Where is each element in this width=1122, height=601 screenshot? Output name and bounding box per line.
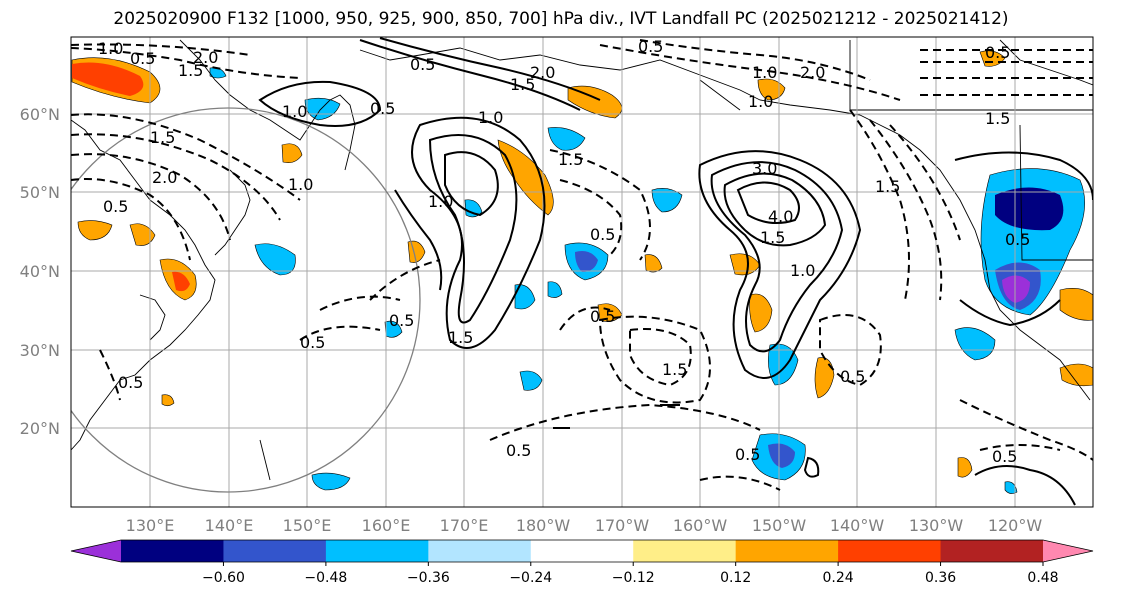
colorbar-tick-label: 0.12 [720, 570, 751, 586]
lon-label: 130°E [126, 516, 175, 535]
colorbar-tick-label: 0.48 [1027, 570, 1058, 586]
contour-label: 2.0 [193, 48, 218, 67]
contour-label: 4.0 [768, 207, 793, 226]
colorbar-tick-label: −0.48 [304, 570, 347, 586]
contour-label: 1.5 [178, 61, 203, 80]
contour-label: 1.5 [760, 228, 785, 247]
contour-label: 1.0 [790, 261, 815, 280]
gridlines [71, 37, 1093, 507]
colorbar: −0.60 −0.48 −0.36 −0.24 −0.12 0.12 0.24 0.36 0.4… [70, 539, 1094, 586]
colorbar-segment [223, 540, 327, 562]
lon-label: 180°W [516, 516, 571, 535]
lon-label: 150°W [752, 516, 807, 535]
latitude-labels: 60°N 50°N 40°N 30°N 20°N [20, 105, 60, 438]
dashed-contours [71, 39, 1093, 491]
lon-label: 170°W [595, 516, 650, 535]
map-area: 1.0 0.5 2.0 1.5 0.5 1.5 1.0 1.0 2.0 0.5 … [71, 37, 1093, 507]
contour-label: 0.5 [506, 441, 531, 460]
contour-label: 1.5 [558, 150, 583, 169]
lat-label: 60°N [20, 105, 60, 124]
contour-label: 0.5 [300, 333, 325, 352]
colorbar-tick-label: −0.60 [202, 570, 245, 586]
contour-label: 1.5 [985, 109, 1010, 128]
colorbar-segment [838, 540, 942, 562]
contour-label: 1.5 [150, 128, 175, 147]
lon-label: 140°W [830, 516, 885, 535]
contour-label: 1.0 [748, 92, 773, 111]
colorbar-segment [633, 540, 737, 562]
solid-contours [258, 37, 1093, 506]
contour-label: 0.5 [840, 367, 865, 386]
colorbar-segment [325, 540, 429, 562]
contour-label: 0.5 [410, 55, 435, 74]
lon-label: 120°W [988, 516, 1043, 535]
lat-label: 20°N [20, 419, 60, 438]
contour-label: 1.0 [478, 108, 503, 127]
lon-label: 160°E [362, 516, 411, 535]
lat-label: 50°N [20, 183, 60, 202]
colorbar-extend-low [71, 540, 121, 562]
contour-label: 0.5 [118, 373, 143, 392]
contour-label: 0.5 [590, 307, 615, 326]
colorbar-segment [121, 540, 224, 562]
contour-label: 1.0 [752, 63, 777, 82]
contour-label: 1.5 [510, 75, 535, 94]
colorbar-tick-label: −0.24 [509, 570, 552, 586]
contour-label: 0.5 [1005, 230, 1030, 249]
contour-label: 0.5 [389, 311, 414, 330]
lat-label: 40°N [20, 262, 60, 281]
contour-label: 2.0 [800, 63, 825, 82]
range-circle [71, 107, 421, 493]
map-border [70, 36, 1094, 508]
contour-label: 2.0 [152, 168, 177, 187]
contour-label: 1.0 [282, 102, 307, 121]
contour-label: 1.0 [288, 175, 313, 194]
colorbar-segment [530, 540, 634, 562]
contour-label: 0.5 [590, 225, 615, 244]
contour-label: 0.5 [735, 445, 760, 464]
contour-label: 1.5 [448, 328, 473, 347]
contour-label: 0.5 [992, 447, 1017, 466]
contour-label: 0.5 [130, 49, 155, 68]
colorbar-tick-label: −0.36 [407, 570, 450, 586]
lon-label: 150°E [283, 516, 332, 535]
contour-labels: 1.0 0.5 2.0 1.5 0.5 1.5 1.0 1.0 2.0 0.5 … [98, 37, 1030, 466]
colorbar-tick-label: 0.24 [823, 570, 854, 586]
lon-label: 140°E [205, 516, 254, 535]
lon-label: 130°W [909, 516, 964, 535]
contour-label: 0.5 [103, 197, 128, 216]
colorbar-segment [940, 540, 1044, 562]
contour-label: 0.5 [985, 43, 1010, 62]
colorbar-segment [735, 540, 839, 562]
contour-label: 3.0 [752, 159, 777, 178]
colorbar-tick-label: 0.36 [925, 570, 956, 586]
colorbar-segment [428, 540, 532, 562]
contour-label: 1.0 [98, 39, 123, 58]
contour-label: 1.5 [662, 360, 687, 379]
contour-label: 0.5 [638, 37, 663, 56]
contour-label: 1.5 [875, 177, 900, 196]
colorbar-extend-high [1043, 540, 1093, 562]
map-title: 2025020900 F132 [1000, 950, 925, 900, 85… [113, 9, 1009, 29]
contour-label: 0.5 [370, 99, 395, 118]
lon-label: 170°E [440, 516, 489, 535]
shaded-fields [71, 50, 1093, 494]
contour-label: 1.0 [428, 192, 453, 211]
lat-label: 30°N [20, 341, 60, 360]
lon-label: 160°W [673, 516, 728, 535]
colorbar-outline [70, 539, 1094, 563]
contour-label: 2.0 [530, 63, 555, 82]
colorbar-tick-label: −0.12 [612, 570, 655, 586]
longitude-labels: 130°E 140°E 150°E 160°E 170°E 180°W 170°… [126, 516, 1043, 535]
